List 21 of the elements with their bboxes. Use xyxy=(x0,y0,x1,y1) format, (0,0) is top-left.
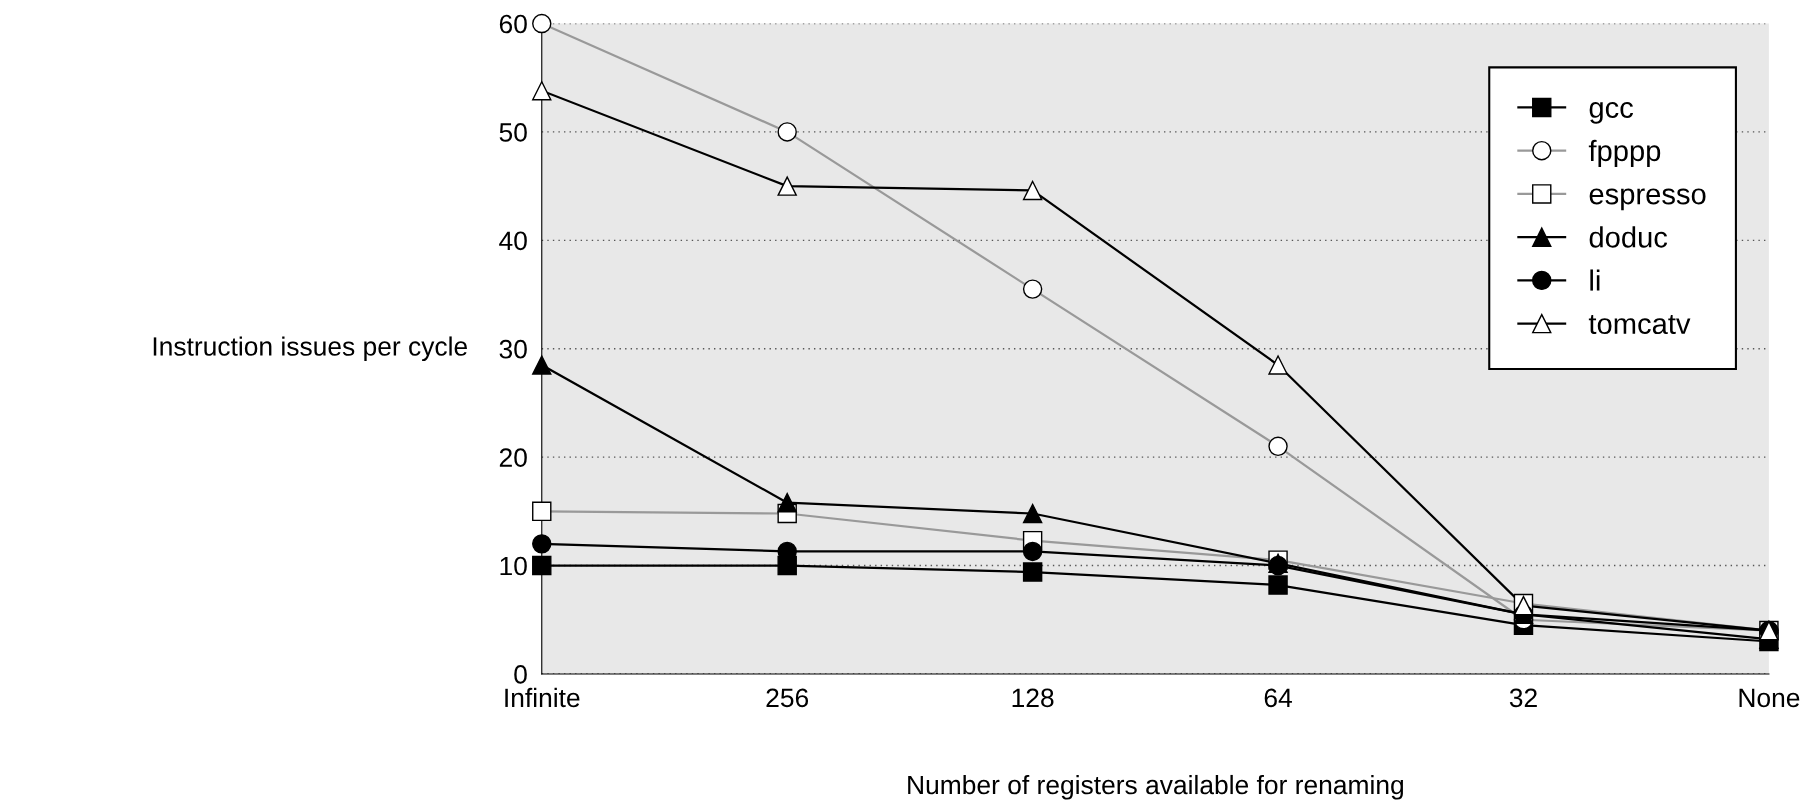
legend-label: espresso xyxy=(1589,188,1706,211)
y-tick-label: 10 xyxy=(500,556,527,576)
legend-label: doduc xyxy=(1589,226,1668,248)
x-tick-label: Infinite xyxy=(505,687,580,708)
x-tick-label: 64 xyxy=(1264,688,1292,708)
y-tick-label: 50 xyxy=(499,123,527,142)
x-tick-label: 256 xyxy=(766,688,809,708)
y-axis-title: Instruction issues per cycle xyxy=(153,336,467,362)
y-tick-label: 30 xyxy=(499,339,527,359)
y-tick-label: 0 xyxy=(514,665,527,684)
legend-label: tomcatv xyxy=(1588,314,1691,335)
x-tick-label: 128 xyxy=(1012,688,1054,708)
x-tick-label: None xyxy=(1739,688,1800,708)
legend-label: gcc xyxy=(1589,101,1634,124)
y-tick-label: 20 xyxy=(499,448,527,467)
x-tick-label: 32 xyxy=(1509,688,1537,708)
legend-label: fpppp xyxy=(1588,139,1661,167)
x-axis-title: Number of registers available for renaming xyxy=(908,774,1403,800)
y-tick-label: 60 xyxy=(499,14,527,34)
y-tick-label: 40 xyxy=(499,231,527,251)
legend-label: li xyxy=(1590,269,1600,291)
